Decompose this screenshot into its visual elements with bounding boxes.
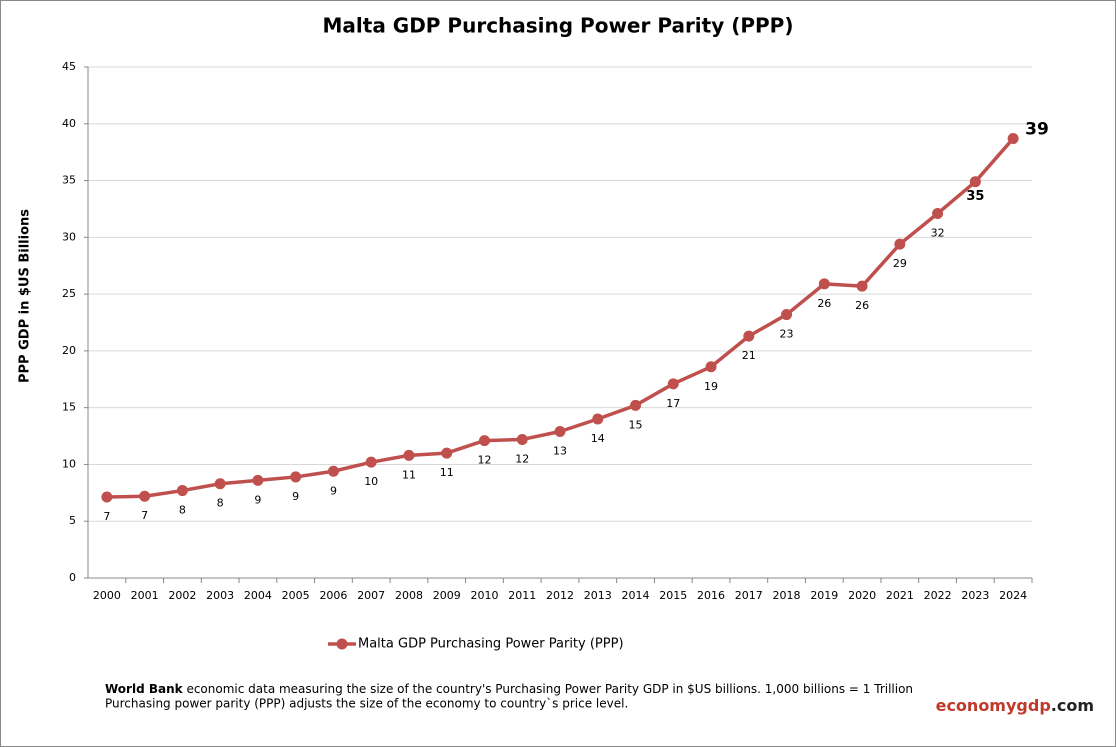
- data-point: [176, 485, 188, 497]
- x-tick-label: 2014: [622, 589, 650, 602]
- x-tick-label: 2008: [395, 589, 423, 602]
- data-label: 23: [780, 328, 794, 341]
- x-tick-label: 2016: [697, 589, 725, 602]
- y-tick-label: 45: [62, 60, 76, 73]
- data-label: 12: [515, 452, 529, 465]
- x-tick-label: 2013: [584, 589, 612, 602]
- data-point: [516, 433, 528, 445]
- data-label: 35: [966, 189, 984, 204]
- legend-label: Malta GDP Purchasing Power Parity (PPP): [358, 637, 624, 652]
- x-tick-label: 2007: [357, 589, 385, 602]
- y-tick-label: 5: [69, 514, 76, 527]
- y-tick-label: 0: [69, 571, 76, 584]
- data-label: 9: [330, 484, 337, 497]
- footnote-line1: World Bank economic data measuring the s…: [105, 682, 913, 696]
- y-axis-label: PPP GDP in $US Billions: [18, 209, 33, 383]
- data-label: 29: [893, 257, 907, 270]
- data-label: 26: [817, 297, 831, 310]
- data-label: 12: [477, 454, 491, 467]
- data-label: 8: [217, 497, 224, 510]
- footnote-text: economic data measuring the size of the …: [183, 682, 913, 696]
- x-tick-label: 2024: [999, 589, 1027, 602]
- y-tick-label: 30: [62, 230, 76, 243]
- data-label: 9: [254, 493, 261, 506]
- data-point: [441, 447, 453, 459]
- data-point: [1007, 133, 1019, 145]
- data-point: [705, 361, 717, 373]
- y-tick-label: 40: [62, 117, 76, 130]
- x-tick-label: 2022: [924, 589, 952, 602]
- data-point: [667, 378, 679, 390]
- x-tick-label: 2015: [659, 589, 687, 602]
- data-point: [781, 309, 793, 321]
- brand-part: .com: [1051, 696, 1094, 715]
- data-label: 9: [292, 490, 299, 503]
- data-label: 32: [931, 226, 945, 239]
- data-label: 10: [364, 475, 378, 488]
- y-tick-label: 35: [62, 174, 76, 187]
- x-tick-label: 2002: [168, 589, 196, 602]
- x-tick-label: 2012: [546, 589, 574, 602]
- x-tick-label: 2000: [93, 589, 121, 602]
- data-point: [290, 471, 302, 483]
- data-point: [592, 413, 604, 425]
- data-label: 15: [629, 418, 643, 431]
- data-point: [214, 478, 226, 490]
- data-label: 14: [591, 432, 605, 445]
- y-tick-label: 15: [62, 401, 76, 414]
- data-point: [252, 474, 264, 486]
- x-tick-label: 2004: [244, 589, 272, 602]
- data-label: 7: [103, 510, 110, 523]
- data-label: 13: [553, 445, 567, 458]
- data-point: [139, 490, 151, 502]
- data-label: 8: [179, 504, 186, 517]
- x-tick-label: 2019: [810, 589, 838, 602]
- x-tick-label: 2009: [433, 589, 461, 602]
- x-tick-label: 2003: [206, 589, 234, 602]
- brand-part: gdp: [1016, 696, 1050, 715]
- brand: economygdp.com: [936, 696, 1094, 715]
- data-point: [403, 449, 415, 461]
- footnote-line2: Purchasing power parity (PPP) adjusts th…: [105, 697, 628, 711]
- brand-part: economy: [936, 696, 1017, 715]
- data-label: 26: [855, 299, 869, 312]
- x-tick-label: 2006: [319, 589, 347, 602]
- data-label: 21: [742, 349, 756, 362]
- y-tick-label: 10: [62, 457, 76, 470]
- data-point: [630, 399, 642, 411]
- data-point: [856, 280, 868, 292]
- x-tick-label: 2021: [886, 589, 914, 602]
- chart-title: Malta GDP Purchasing Power Parity (PPP): [323, 14, 794, 38]
- x-tick-label: 2001: [131, 589, 159, 602]
- y-tick-label: 25: [62, 287, 76, 300]
- x-tick-label: 2011: [508, 589, 536, 602]
- data-label: 19: [704, 380, 718, 393]
- data-point: [818, 278, 830, 290]
- data-point: [554, 426, 566, 438]
- data-point: [894, 238, 906, 250]
- x-tick-label: 2017: [735, 589, 763, 602]
- x-tick-label: 2018: [773, 589, 801, 602]
- data-label: 39: [1025, 120, 1049, 140]
- data-point: [478, 435, 490, 447]
- x-tick-label: 2005: [282, 589, 310, 602]
- y-tick-label: 20: [62, 344, 76, 357]
- legend-marker: [336, 638, 348, 650]
- data-label: 11: [440, 466, 454, 479]
- data-label: 7: [141, 509, 148, 522]
- x-tick-label: 2010: [470, 589, 498, 602]
- x-tick-label: 2023: [961, 589, 989, 602]
- footnote-source: World Bank: [105, 682, 184, 696]
- data-point: [365, 456, 377, 468]
- data-point: [969, 176, 981, 188]
- data-label: 11: [402, 468, 416, 481]
- data-point: [327, 465, 339, 477]
- data-label: 17: [666, 397, 680, 410]
- data-point: [932, 207, 944, 219]
- x-tick-label: 2020: [848, 589, 876, 602]
- data-point: [743, 330, 755, 342]
- data-point: [101, 491, 113, 503]
